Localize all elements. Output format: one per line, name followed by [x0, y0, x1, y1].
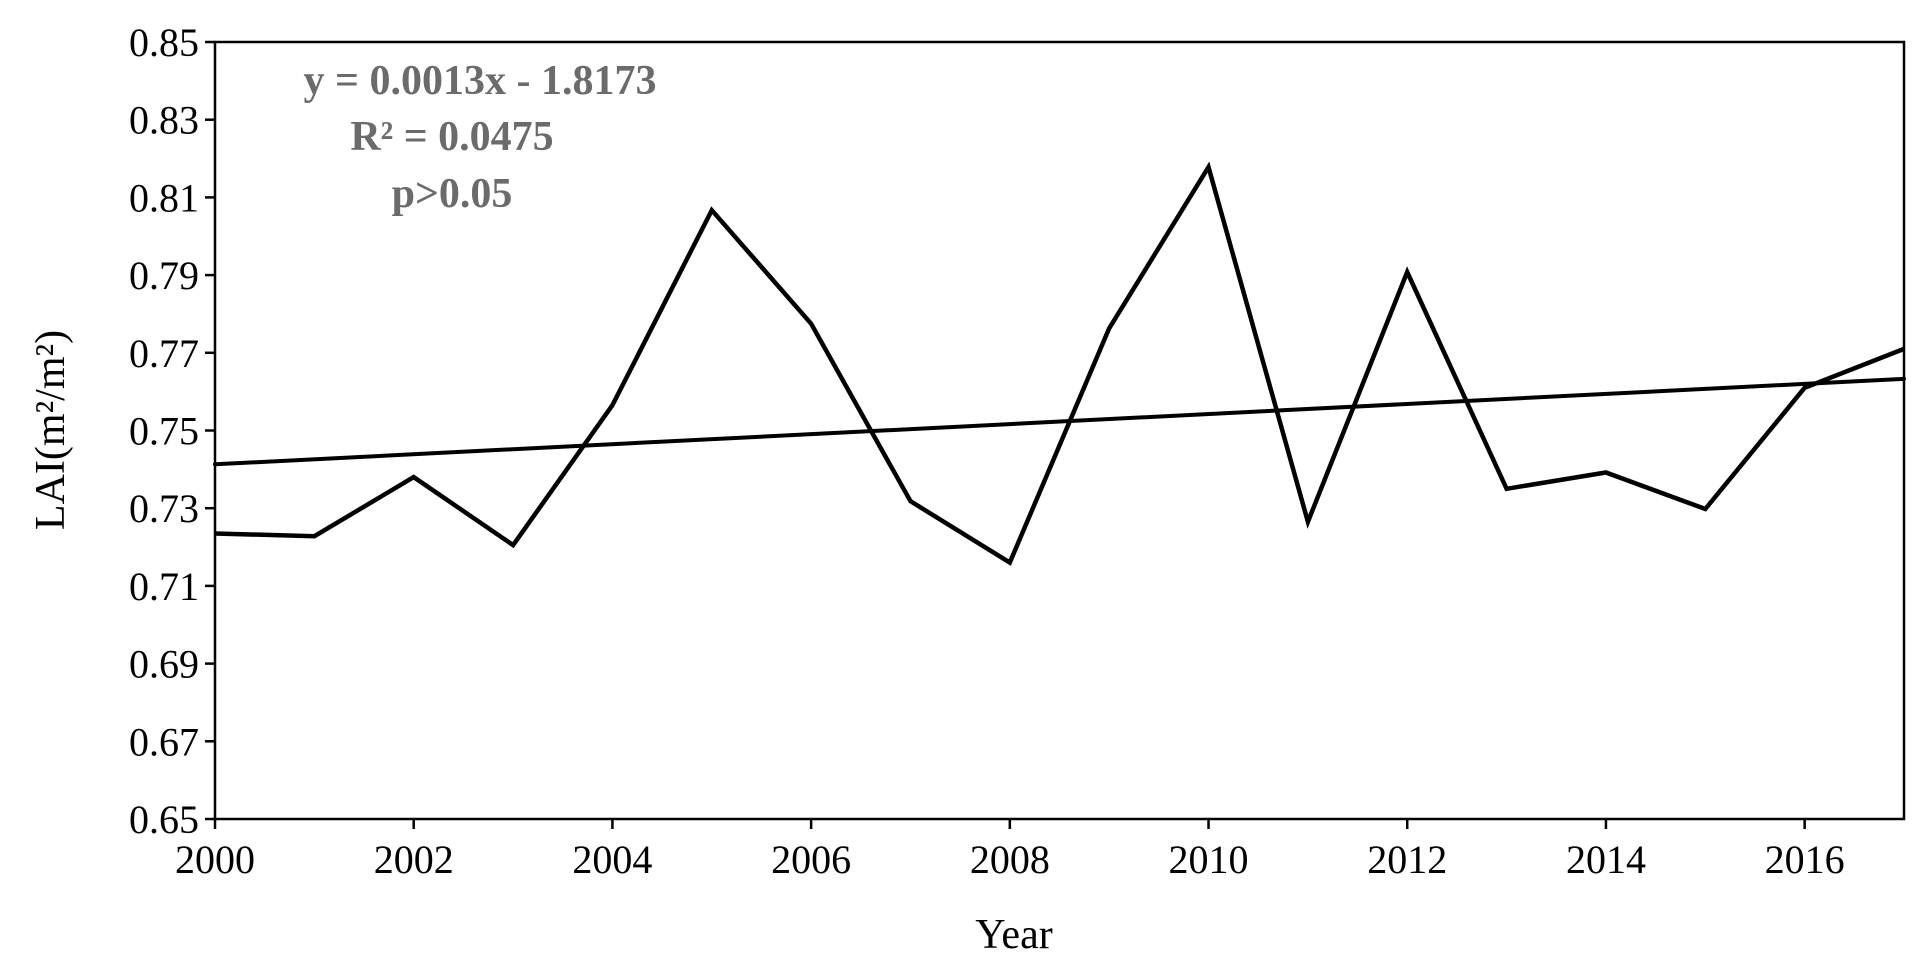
y-tick-label: 0.71: [129, 564, 199, 609]
r-squared-label: R² = 0.0475: [350, 114, 553, 160]
x-axis-title: Year: [975, 912, 1052, 958]
annotation-box: y = 0.0013x - 1.8173 R² = 0.0475 p>0.05: [304, 58, 657, 217]
y-axis: 0.85 0.83 0.81 0.79 0.77 0.75 0.73 0.71 0.69 0.67…: [129, 20, 215, 842]
y-tick-label: 0.79: [129, 253, 199, 298]
x-axis: 2000 2002 2004 2006 2008 2010 2012 2014 2016: [175, 819, 1845, 882]
trend-equation: y = 0.0013x - 1.8173: [304, 58, 657, 104]
y-tick-label: 0.73: [129, 486, 199, 531]
y-tick-label: 0.85: [129, 20, 199, 65]
y-axis-title: LAI(m²/m²): [28, 330, 74, 530]
x-tick-label: 2014: [1566, 837, 1646, 882]
y-tick-label: 0.75: [129, 409, 199, 454]
y-tick-label: 0.77: [129, 331, 199, 376]
x-tick-label: 2008: [970, 837, 1050, 882]
x-tick-label: 2000: [175, 837, 255, 882]
x-tick-label: 2002: [374, 837, 454, 882]
x-tick-label: 2006: [771, 837, 851, 882]
y-tick-label: 0.81: [129, 175, 199, 220]
plot-area: [213, 40, 1906, 821]
trend-line: [213, 376, 1906, 467]
x-tick-label: 2016: [1765, 837, 1845, 882]
y-tick-label: 0.83: [129, 98, 199, 143]
y-tick-label: 0.65: [129, 797, 199, 842]
x-tick-label: 2010: [1169, 837, 1249, 882]
series-layer: [213, 161, 1906, 566]
x-tick-label: 2012: [1367, 837, 1447, 882]
p-value-label: p>0.05: [392, 171, 513, 217]
y-tick-label: 0.67: [129, 719, 199, 764]
x-tick-label: 2004: [572, 837, 652, 882]
lai-series-line: [214, 161, 1905, 566]
y-tick-label: 0.69: [129, 642, 199, 687]
